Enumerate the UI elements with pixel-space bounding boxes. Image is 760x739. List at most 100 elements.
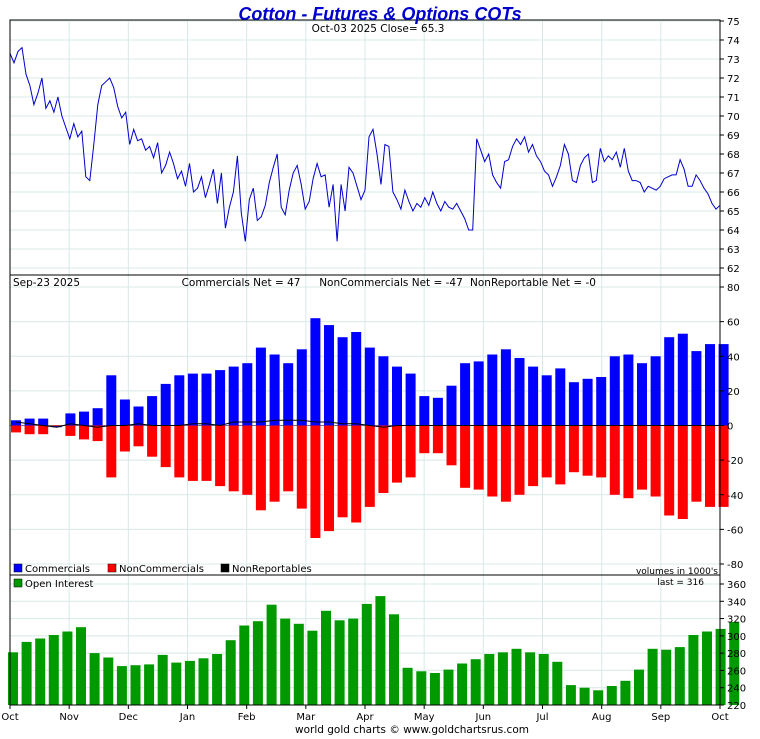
open-interest-bar — [280, 618, 291, 705]
commercials-bar — [378, 356, 389, 426]
noncommercials-bar — [705, 425, 715, 507]
y-tick-label: 20 — [727, 387, 740, 398]
noncommercials-bar — [92, 425, 103, 442]
open-interest-bar — [402, 667, 413, 705]
month-tick-label: May — [414, 712, 435, 723]
commercials-bar — [691, 351, 702, 426]
legend-commercials-swatch — [13, 563, 23, 573]
noncommercials-bar — [460, 425, 471, 488]
open-interest-bar — [688, 635, 699, 705]
open-interest-bar — [674, 647, 685, 705]
commercials-bar — [310, 318, 321, 426]
commercials-bar — [92, 408, 103, 426]
commercials-bar — [555, 368, 566, 426]
open-interest-bar — [525, 652, 536, 705]
y-tick-label: -40 — [727, 491, 743, 502]
month-tick-label: Nov — [59, 712, 79, 723]
y-tick-label: 80 — [727, 283, 740, 294]
noncommercials-bar — [38, 425, 49, 435]
open-interest-bar — [21, 641, 32, 705]
noncommercials-bar — [255, 425, 266, 511]
noncommercials-bar — [242, 425, 253, 495]
noncommercials-bar — [446, 425, 457, 466]
chart-title: Cotton - Futures & Options COTs — [238, 4, 521, 24]
y-tick-label: 360 — [727, 580, 746, 591]
open-interest-bar — [606, 686, 617, 705]
commercials-bar — [187, 373, 198, 426]
noncommercials-bar — [473, 425, 484, 490]
open-interest-bar — [130, 665, 141, 705]
noncommercials-bar — [364, 425, 375, 507]
noncommercials-bar — [623, 425, 634, 499]
y-tick-label: 62 — [727, 264, 740, 275]
commercials-bar — [460, 363, 471, 426]
commercials-bar — [364, 347, 375, 426]
noncommercials-bar — [568, 425, 579, 473]
commercials-bar — [269, 354, 280, 426]
y-tick-label: 64 — [727, 226, 740, 237]
noncommercials-bar — [133, 425, 144, 447]
commercials-bar — [609, 356, 620, 426]
commercials-bar — [473, 361, 484, 426]
open-interest-bar — [702, 631, 712, 705]
open-interest-bar — [89, 653, 100, 705]
open-interest-bar — [647, 648, 658, 705]
cot-legend: Commercials NonCommercials NonReportable… — [13, 563, 312, 575]
open-interest-bar — [375, 596, 386, 705]
y-tick-label: 69 — [727, 131, 740, 142]
legend-noncommercials-swatch — [107, 563, 117, 573]
noncommercials-bar — [337, 425, 348, 518]
commercials-bar — [255, 347, 266, 426]
oi-last-label: last = 316 — [657, 578, 704, 588]
open-interest-bar — [239, 625, 250, 705]
y-tick-label: -60 — [727, 525, 743, 536]
commercials-bar — [201, 373, 212, 426]
month-tick-label: Apr — [356, 712, 374, 723]
y-tick-label: 340 — [727, 597, 746, 608]
commercials-bar — [405, 373, 416, 426]
y-tick-label: 73 — [727, 55, 740, 66]
nonreportables-line — [15, 419, 724, 428]
nonreportable-net-label: NonReportable Net = -0 — [470, 277, 596, 289]
commercials-bar — [392, 366, 402, 426]
month-tick-label: Oct — [1, 712, 18, 723]
y-tick-label: -20 — [727, 456, 743, 467]
commercials-bar — [324, 325, 334, 426]
open-interest-bar — [171, 662, 182, 705]
noncommercials-bar — [432, 425, 443, 454]
y-tick-label: 68 — [727, 150, 740, 161]
oi-grid — [9, 575, 721, 706]
legend-open-interest-swatch — [13, 578, 23, 588]
legend-open-interest: Open Interest — [25, 579, 94, 590]
commercials-bar — [106, 375, 117, 426]
noncommercials-bar — [51, 425, 62, 427]
open-interest-bar — [538, 654, 549, 705]
y-tick-label: 71 — [727, 93, 740, 104]
oi-bars — [8, 596, 740, 706]
y-tick-label: 65 — [727, 207, 740, 218]
y-tick-label: 300 — [727, 632, 746, 643]
month-tick-label: Jul — [535, 712, 548, 723]
open-interest-bar — [416, 671, 427, 705]
axes: Oct Nov Dec Jan Feb Mar Apr May Jun Jul Aug Sep Oct 6… — [1, 17, 746, 723]
commercials-bar — [38, 418, 49, 426]
commercials-bar — [228, 366, 239, 426]
noncommercials-bar — [106, 425, 117, 478]
commercials-bar — [568, 382, 579, 426]
open-interest-bar — [62, 631, 73, 705]
noncommercials-bar — [677, 425, 688, 519]
noncommercials-bar — [664, 425, 675, 516]
commercials-bar — [296, 349, 307, 426]
y-tick-label: 220 — [727, 701, 746, 712]
noncommercials-bar — [650, 425, 661, 497]
noncommercials-bar — [228, 425, 239, 492]
month-tick-label: Oct — [711, 712, 728, 723]
open-interest-bar — [389, 614, 399, 706]
noncommercials-bar — [79, 425, 89, 440]
open-interest-bar — [212, 654, 223, 705]
noncommercials-net-label: NonCommercials Net = -47 — [319, 277, 463, 289]
open-interest-bar — [307, 630, 318, 705]
y-tick-label: 74 — [727, 36, 740, 47]
open-interest-bar — [661, 649, 672, 705]
